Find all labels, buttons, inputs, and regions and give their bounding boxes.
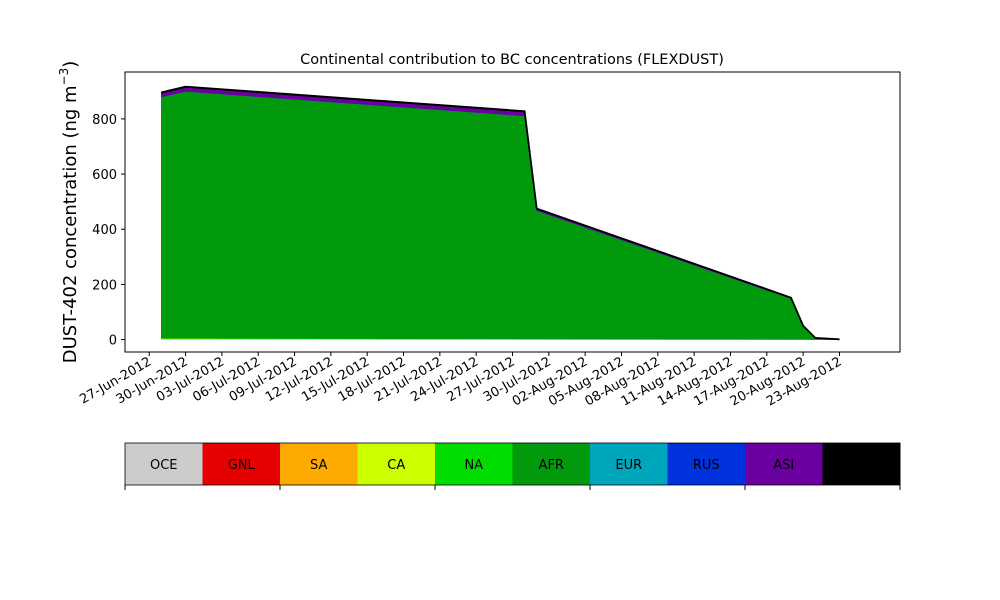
legend-swatch-rus	[667, 443, 746, 485]
legend-label-na: NA	[464, 458, 483, 473]
plot-area	[161, 85, 840, 341]
legend-swatch-gnl	[202, 443, 281, 485]
y-axis-label-suffix: )	[60, 61, 81, 68]
legend-swatch-eur	[590, 443, 668, 485]
y-axis-label-superscript: −3	[57, 68, 71, 86]
legend-label-eur: EUR	[615, 458, 642, 473]
legend-swatch-afr	[512, 443, 591, 485]
legend-swatch-asi	[745, 443, 823, 485]
legend-label-rus: RUS	[693, 458, 720, 473]
legend-label-ca: CA	[387, 458, 405, 473]
legend-label-afr: AFR	[539, 458, 564, 473]
y-tick-label: 400	[92, 223, 117, 238]
legend-swatch-ca	[357, 443, 436, 485]
legend-label-oce: OCE	[150, 458, 178, 473]
legend-label-aus: AUS	[848, 458, 875, 473]
legend-label-asi: ASI	[773, 458, 794, 473]
legend-label-sa: SA	[310, 458, 327, 473]
legend-swatch-sa	[280, 443, 358, 485]
y-tick-label: 800	[92, 113, 117, 128]
y-tick-label: 600	[92, 168, 117, 183]
y-tick-label: 0	[109, 334, 117, 349]
legend-swatch-aus	[822, 443, 901, 485]
y-axis-label: DUST-402 concentration (ng m−3)	[57, 61, 81, 364]
y-tick-label: 200	[92, 278, 117, 293]
y-axis-label-main: DUST-402 concentration (ng m	[60, 85, 81, 363]
series-lines-layer	[161, 85, 840, 341]
legend-label-gnl: GNL	[228, 458, 256, 473]
chart-title: Continental contribution to BC concentra…	[300, 52, 724, 68]
legend-swatch-na	[435, 443, 513, 485]
total-outline-line	[161, 85, 840, 341]
y-axis: 0 200 400 600 800	[92, 113, 125, 349]
legend-frame	[124, 442, 901, 486]
legend-swatch-oce	[125, 443, 203, 485]
legend-colorbar: OCE GNL SA CA NA AFR EUR RUS ASI AUS	[124, 442, 901, 490]
